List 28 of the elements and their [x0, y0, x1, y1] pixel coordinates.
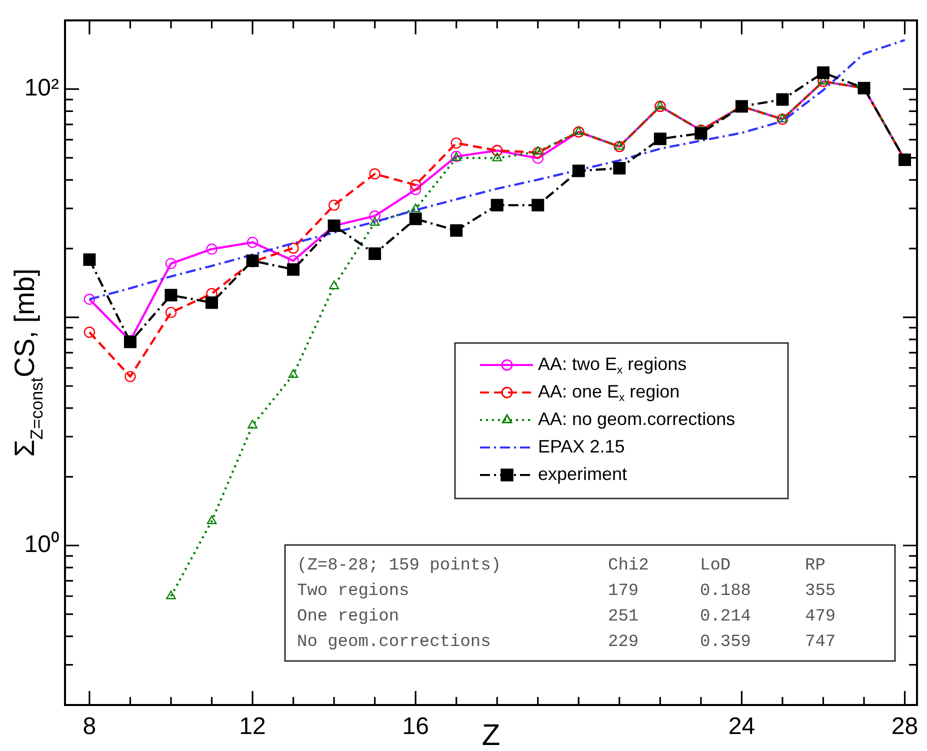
annotation: Two regions	[297, 582, 410, 601]
annotation: One region	[297, 608, 400, 626]
annotation: 0.188	[700, 582, 752, 601]
x-tick-label: 8	[82, 713, 96, 740]
x-tick-label: 28	[891, 713, 918, 740]
legend-label: EPAX 2.15	[538, 436, 625, 456]
annotation: Chi2	[608, 556, 649, 576]
annotation: 479	[805, 608, 836, 626]
annotation: (Z=8-28; 159 points)	[297, 556, 502, 576]
y-axis-title: ΣZ=constCS, [mb]	[9, 268, 46, 457]
annotation: 747	[805, 633, 836, 652]
legend-label: AA: no geom.corrections	[538, 408, 736, 429]
x-axis-title: Z	[482, 719, 500, 751]
annotation: 0.359	[700, 633, 752, 652]
x-tick-label: 12	[239, 713, 266, 740]
x-tick-label: 16	[402, 713, 429, 740]
x-tick-label: 24	[728, 713, 756, 740]
annotation: 179	[608, 582, 639, 601]
annotation: 229	[608, 633, 639, 652]
legend-label: experiment	[538, 464, 628, 484]
y-tick-label: 10⁰	[24, 531, 59, 558]
annotation: 251	[608, 608, 639, 626]
annotation: No geom.corrections	[297, 633, 491, 652]
y-tick-label: 10²	[24, 74, 60, 102]
annotation: 0.214	[700, 608, 752, 626]
annotation: LoD	[700, 556, 731, 576]
annotation: 355	[805, 582, 836, 601]
annotation: RP	[805, 556, 826, 576]
